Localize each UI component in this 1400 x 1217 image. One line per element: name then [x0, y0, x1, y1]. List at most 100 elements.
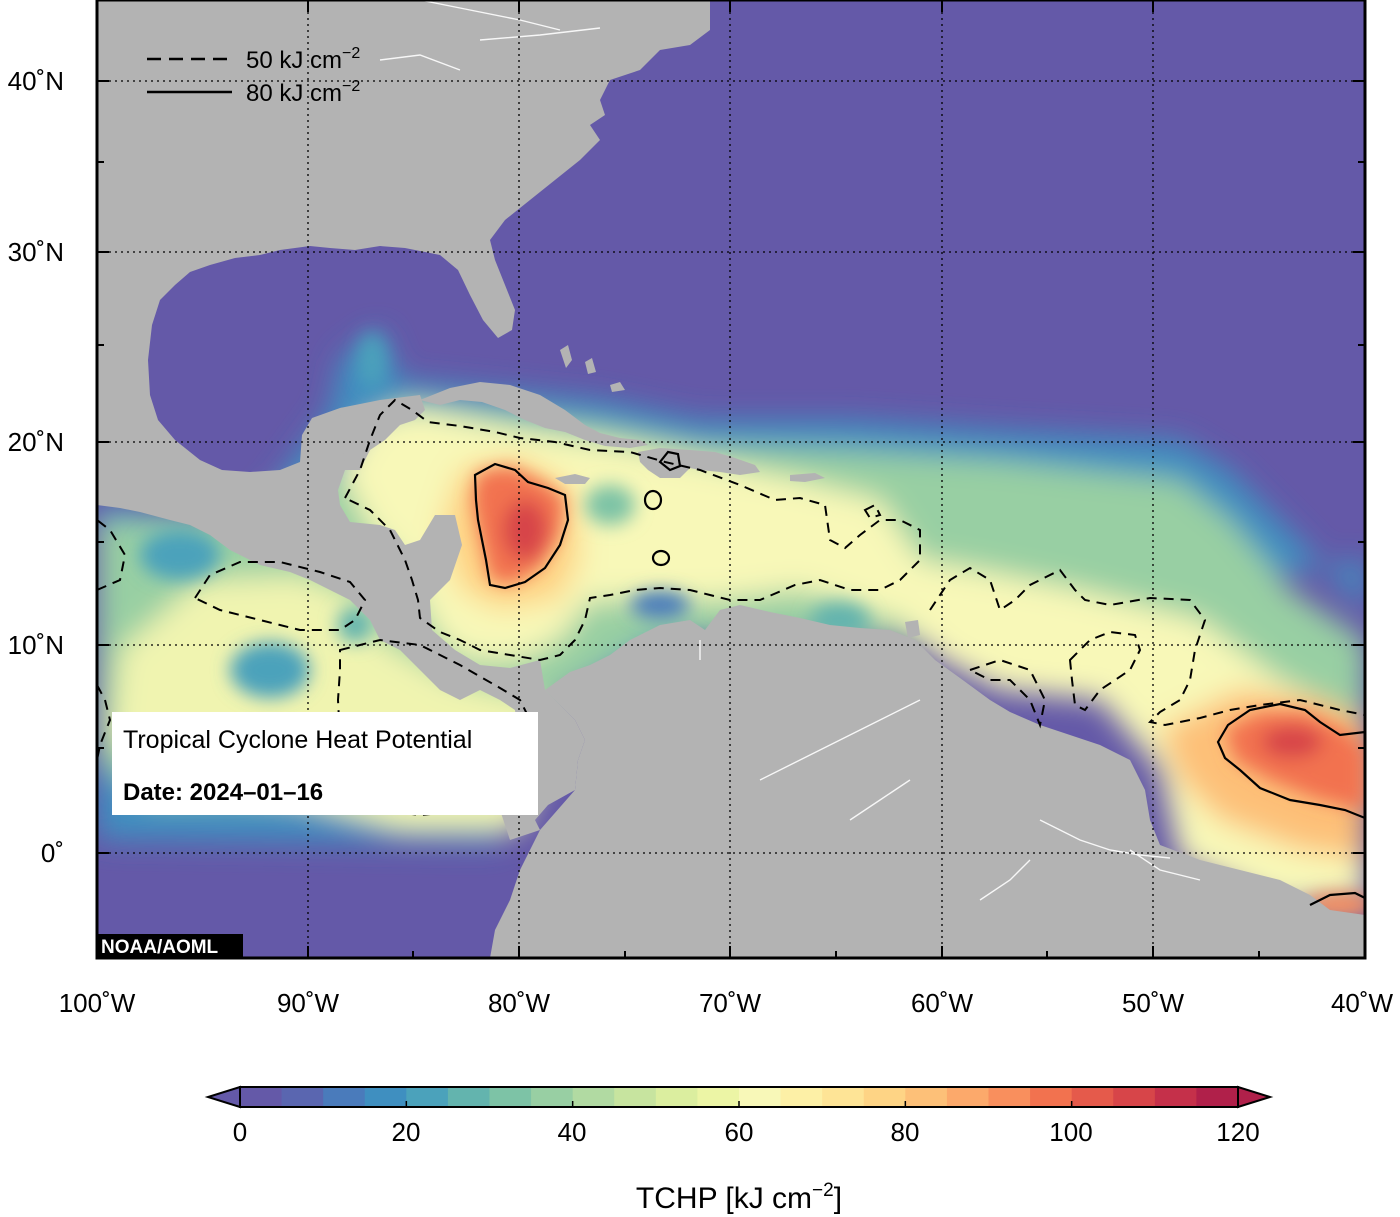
colorbar-swatch — [863, 1087, 906, 1107]
colorbar-title-exp: −2 — [812, 1180, 834, 1201]
field-cool-carib-2 — [630, 591, 690, 619]
field-layer-55 — [340, 410, 1365, 905]
contour-50-pacific-south — [97, 519, 127, 591]
map-title: Tropical Cyclone Heat Potential — [123, 726, 472, 754]
colorbar-swatch — [323, 1087, 366, 1107]
colorbar-swatch — [406, 1087, 449, 1107]
colorbar-swatch — [905, 1087, 948, 1107]
credit-bg — [97, 934, 243, 958]
lon-label-60w: 60˚W — [911, 988, 974, 1018]
lat-labels: 40˚N 30˚N 20˚N 10˚N 0˚ — [8, 66, 64, 868]
lat-label-40: 40˚N — [8, 66, 64, 96]
cb-label-80: 80 — [891, 1117, 920, 1147]
contour-50-atlantic-loop — [967, 658, 1047, 729]
field-cool-pacific-1 — [140, 530, 220, 580]
contour-80-east-core — [1216, 702, 1365, 820]
colorbar: 0 20 40 60 80 100 120 TCHP [kJ cm−2] — [204, 1085, 1274, 1215]
colorbar-swatch — [1113, 1087, 1156, 1107]
contour-50-pacific-sw — [97, 684, 112, 761]
colorbar-swatch — [739, 1087, 782, 1107]
colorbar-title: TCHP [kJ cm−2] — [636, 1180, 842, 1215]
colorbar-swatch — [822, 1087, 865, 1107]
colorbar-swatch — [240, 1087, 283, 1107]
lat-label-30: 30˚N — [8, 237, 64, 267]
legend-solid-exp: −2 — [342, 78, 360, 95]
contour-80-se-core — [1309, 891, 1365, 906]
credit-text: NOAA/AOML — [101, 937, 219, 958]
lat-label-0: 0˚ — [41, 838, 64, 868]
colorbar-swatch — [489, 1087, 532, 1107]
legend-dashed-unit: kJ cm — [279, 47, 342, 74]
contour-80-west-core — [473, 462, 570, 590]
land-cuba — [420, 382, 648, 448]
contour-50-atlantic — [929, 566, 1365, 727]
field-hot-spot-west — [503, 500, 547, 560]
field-cool-gulf-plume — [358, 332, 386, 388]
credit-badge: NOAA/AOML — [97, 934, 243, 958]
land-south-america — [97, 605, 1365, 958]
cb-label-120: 120 — [1216, 1117, 1259, 1147]
colorbar-swatch — [1154, 1087, 1197, 1107]
contour-80-blob-1 — [643, 489, 663, 511]
contour-80-blob-2 — [651, 549, 671, 567]
field-cool-pacific-2 — [230, 642, 310, 698]
contour-50-pacific — [193, 561, 367, 631]
colorbar-arrow-left — [204, 1085, 241, 1109]
colorbar-swatch — [364, 1087, 407, 1107]
legend-dashed-exp: −2 — [342, 45, 360, 62]
info-box-bg — [112, 712, 538, 815]
contour-80-blob-3 — [658, 450, 682, 472]
contour-80 — [473, 450, 1365, 906]
colorbar-swatch — [780, 1087, 823, 1107]
colorbar-swatch — [572, 1087, 615, 1107]
lon-label-50w: 50˚W — [1122, 988, 1185, 1018]
lat-label-10: 10˚N — [8, 630, 64, 660]
lon-label-40w: 40˚W — [1331, 988, 1394, 1018]
cb-label-40: 40 — [558, 1117, 587, 1147]
land — [97, 0, 1365, 958]
colorbar-arrow-right — [1237, 1085, 1274, 1109]
land-north-america — [97, 0, 710, 840]
colorbar-swatch — [697, 1087, 740, 1107]
field-cool-carib-1 — [585, 485, 635, 525]
colorbar-swatch — [946, 1087, 989, 1107]
contour-50-caribbean — [344, 398, 921, 662]
lon-label-100w: 100˚W — [59, 988, 136, 1018]
land-hispaniola — [638, 448, 760, 478]
colorbar-segments — [240, 1087, 1239, 1107]
legend-dashed-value: 50 — [246, 47, 273, 74]
contour-50-atlantic-loop2 — [1068, 630, 1142, 712]
cb-label-20: 20 — [392, 1117, 421, 1147]
contour-50-east-inner — [863, 503, 882, 520]
lon-label-90w: 90˚W — [277, 988, 340, 1018]
cb-label-60: 60 — [725, 1117, 754, 1147]
land-bahamas — [560, 345, 625, 392]
legend-solid-unit: kJ cm — [279, 80, 342, 107]
lat-label-20: 20˚N — [8, 427, 64, 457]
cb-label-0: 0 — [233, 1117, 247, 1147]
contour-legend: 50 kJ cm−2 80 kJ cm−2 — [147, 45, 360, 107]
land-jamaica — [555, 474, 590, 484]
colorbar-ticks — [239, 1101, 1239, 1107]
colorbar-title-end: ] — [834, 1182, 842, 1215]
land-yucatan — [340, 395, 425, 470]
legend-dashed-label: 50 kJ cm−2 — [246, 45, 360, 74]
land-puerto-rico — [790, 473, 825, 482]
rivers-lakes — [379, 0, 1201, 901]
colorbar-swatch — [988, 1087, 1031, 1107]
map-date: Date: 2024–01–16 — [123, 779, 323, 806]
lon-label-80w: 80˚W — [488, 988, 551, 1018]
field-hot-spot-east — [1262, 726, 1322, 758]
field-core-east — [1225, 712, 1365, 810]
frame-ticks — [97, 0, 1365, 958]
colorbar-swatch — [447, 1087, 490, 1107]
info-box: Tropical Cyclone Heat Potential Date: 20… — [112, 712, 538, 815]
lon-label-70w: 70˚W — [699, 988, 762, 1018]
colorbar-title-main: TCHP [kJ cm — [636, 1182, 812, 1215]
colorbar-swatch — [655, 1087, 698, 1107]
cb-label-100: 100 — [1049, 1117, 1092, 1147]
field-cool-pacific-3 — [337, 607, 373, 643]
colorbar-swatch — [1196, 1087, 1239, 1107]
lon-labels: 100˚W 90˚W 80˚W 70˚W 60˚W 50˚W 40˚W — [59, 988, 1394, 1018]
